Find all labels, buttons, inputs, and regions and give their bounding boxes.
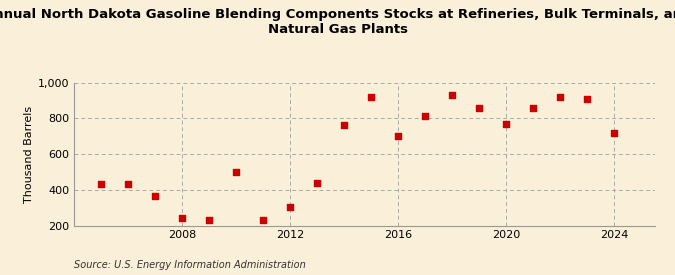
Point	[339, 123, 350, 128]
Point	[204, 218, 215, 222]
Point	[474, 106, 485, 111]
Point	[447, 93, 458, 97]
Point	[393, 134, 404, 138]
Point	[96, 182, 107, 186]
Point	[150, 194, 161, 198]
Point	[501, 122, 512, 126]
Point	[582, 97, 593, 101]
Point	[528, 106, 539, 111]
Point	[258, 218, 269, 222]
Text: Annual North Dakota Gasoline Blending Components Stocks at Refineries, Bulk Term: Annual North Dakota Gasoline Blending Co…	[0, 8, 675, 36]
Point	[366, 95, 377, 99]
Point	[177, 216, 188, 221]
Y-axis label: Thousand Barrels: Thousand Barrels	[24, 105, 34, 203]
Text: Source: U.S. Energy Information Administration: Source: U.S. Energy Information Administ…	[74, 260, 306, 270]
Point	[285, 205, 296, 209]
Point	[555, 95, 566, 99]
Point	[123, 182, 134, 186]
Point	[609, 130, 620, 135]
Point	[312, 180, 323, 185]
Point	[231, 170, 242, 174]
Point	[420, 114, 431, 119]
